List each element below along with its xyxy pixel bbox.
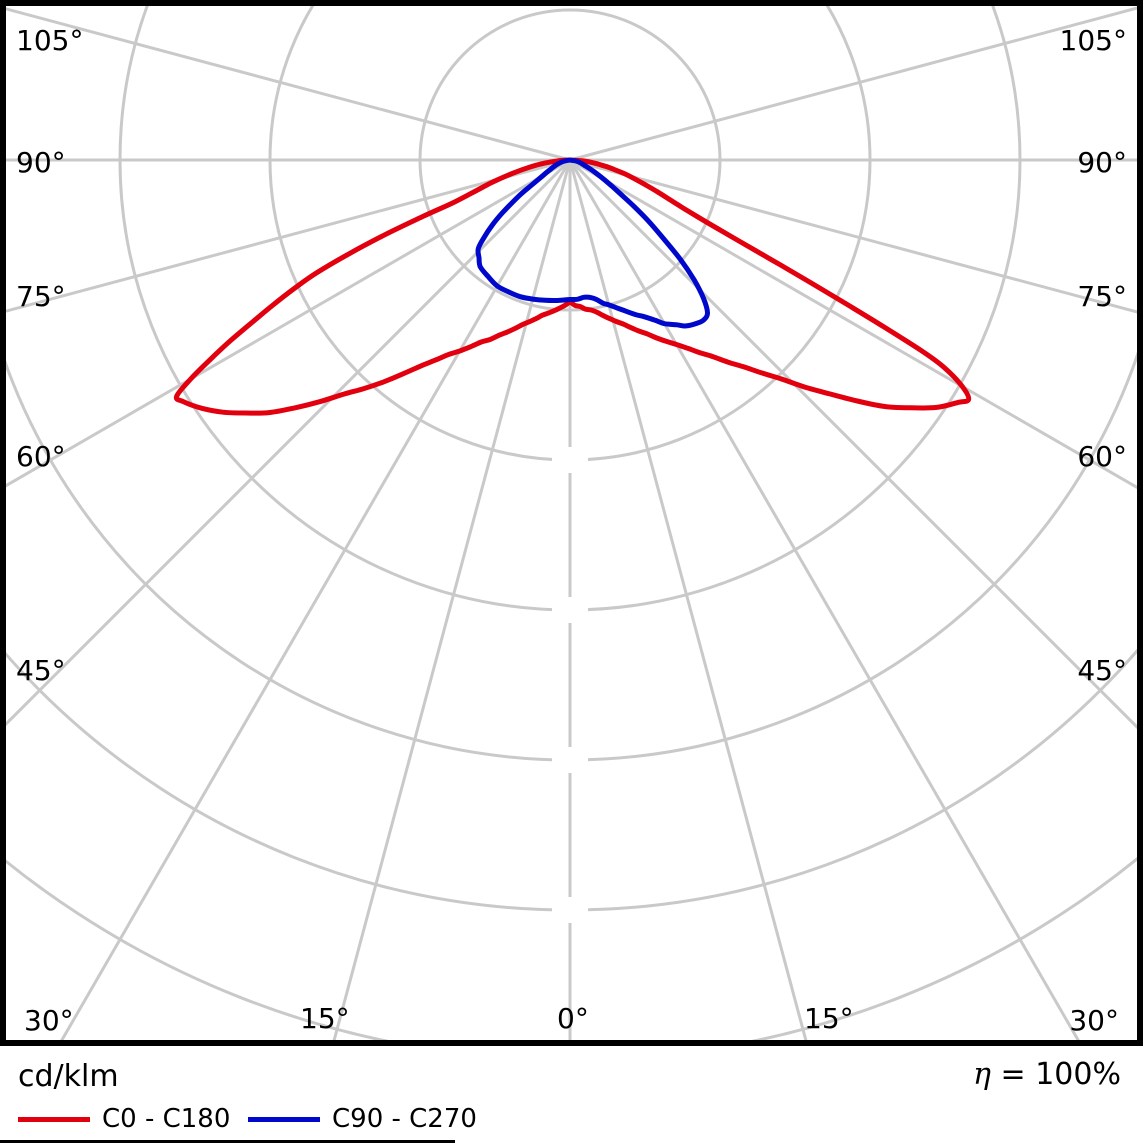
units-label: cd/klm — [18, 1059, 119, 1094]
grid-radial — [6, 158, 572, 727]
grid-radial — [6, 158, 571, 313]
grid-radial — [569, 158, 1137, 314]
grid-radial — [568, 159, 808, 1040]
plot-border — [0, 0, 1143, 1046]
angle-label: 45° — [1077, 654, 1127, 687]
ring-value-gap — [552, 897, 588, 923]
bottom-rule — [0, 1140, 455, 1143]
angle-label: 60° — [1077, 440, 1127, 473]
grid-radial — [60, 159, 572, 1040]
legend-item-c0-c180: C0 - C180 — [18, 1103, 230, 1135]
angle-label: 15° — [300, 1002, 350, 1035]
angle-label: 90° — [16, 146, 66, 179]
grid-radial — [569, 158, 1137, 490]
ring-value-gap — [552, 597, 588, 623]
angle-label: 0° — [557, 1002, 589, 1035]
grid-radial — [6, 7, 571, 162]
ring-value-gap — [552, 447, 588, 473]
angle-label: 45° — [16, 654, 66, 687]
ring-value-gap — [552, 747, 588, 773]
angle-label: 75° — [16, 280, 66, 313]
chart-footer: cd/klm η = 100% C0 - C180 C90 - C270 — [0, 1047, 1143, 1143]
legend-label-c90-c270: C90 - C270 — [332, 1104, 477, 1134]
grid-radial — [569, 6, 1137, 162]
angle-label: 30° — [24, 1004, 74, 1037]
grid-radial — [332, 159, 572, 1040]
efficiency-label: η = 100% — [973, 1057, 1121, 1092]
grid-radial — [568, 159, 1080, 1040]
angle-label: 15° — [804, 1002, 854, 1035]
angle-label: 75° — [1077, 280, 1127, 313]
angle-label: 90° — [1077, 146, 1127, 179]
legend-item-c90-c270: C90 - C270 — [248, 1103, 477, 1135]
curve-c0-c180 — [173, 157, 972, 416]
efficiency-value: = 100% — [1000, 1057, 1121, 1092]
legend-label-c0-c180: C0 - C180 — [102, 1104, 231, 1134]
c90-c270-line-swatch — [248, 1116, 320, 1122]
eta-symbol: η — [973, 1057, 991, 1092]
angle-label: 30° — [1069, 1004, 1119, 1037]
angle-label: 105° — [16, 24, 83, 57]
grid-radial — [6, 158, 571, 488]
angle-label: 60° — [16, 440, 66, 473]
angle-label: 105° — [1060, 24, 1127, 57]
c0-c180-line-swatch — [18, 1116, 90, 1122]
curve-c90-c270 — [475, 157, 710, 329]
grid-radial — [568, 158, 1137, 730]
